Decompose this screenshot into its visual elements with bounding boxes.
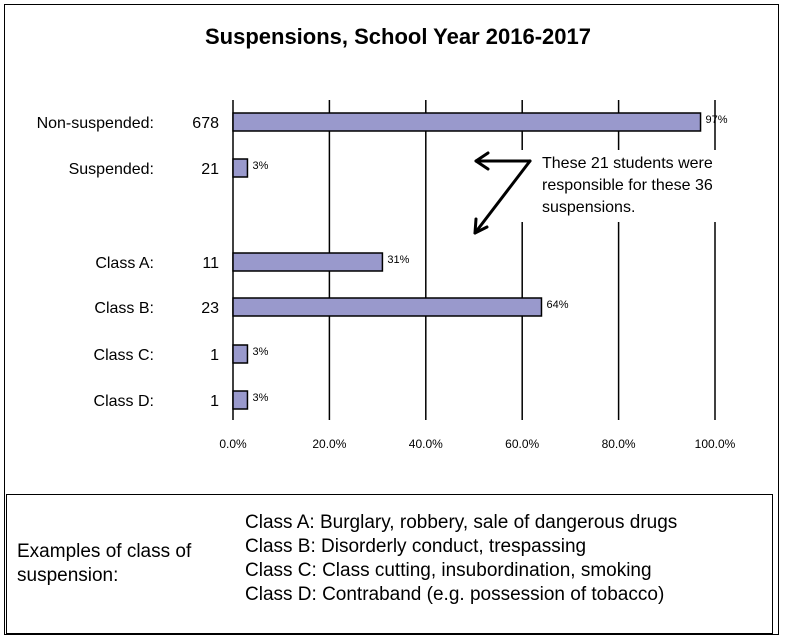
x-tick-label: 40.0% bbox=[409, 437, 443, 451]
x-tick-label: 100.0% bbox=[695, 437, 736, 451]
legend-line-class-c: Class C: Class cutting, insubordination,… bbox=[245, 560, 652, 581]
category-label: Class C: bbox=[94, 347, 154, 364]
category-label: Class D: bbox=[94, 393, 154, 410]
annotation-line-2: responsible for these 36 bbox=[542, 177, 713, 194]
legend-box bbox=[6, 494, 773, 634]
count-label: 21 bbox=[201, 161, 219, 178]
bar bbox=[232, 390, 249, 410]
bar bbox=[232, 344, 249, 364]
x-tick-labels: 0.0% 20.0% 40.0% 60.0% 80.0% 100.0% bbox=[219, 437, 735, 451]
annotation: These 21 students were responsible for t… bbox=[470, 150, 730, 235]
x-tick-label: 60.0% bbox=[505, 437, 539, 451]
bar bbox=[232, 252, 384, 272]
legend-lines: Class A: Burglary, robbery, sale of dang… bbox=[245, 511, 677, 607]
annotation-line-3: suspensions. bbox=[542, 199, 635, 216]
count-label: 1 bbox=[210, 393, 219, 410]
legend-line-class-b: Class B: Disorderly conduct, trespassing bbox=[245, 536, 587, 557]
category-label: Class A: bbox=[95, 255, 154, 272]
data-label: 3% bbox=[252, 346, 268, 358]
data-label: 64% bbox=[546, 299, 568, 311]
count-label: 678 bbox=[192, 115, 219, 132]
bar bbox=[232, 112, 702, 132]
legend-caption: Examples of class of suspension: bbox=[17, 541, 192, 586]
legend-line-class-d: Class D: Contraband (e.g. possession of … bbox=[245, 584, 665, 605]
count-label: 23 bbox=[201, 300, 219, 317]
category-label: Non-suspended: bbox=[37, 115, 154, 132]
category-label: Suspended: bbox=[69, 161, 154, 178]
bar bbox=[232, 297, 543, 317]
bar bbox=[232, 158, 249, 178]
x-tick-label: 20.0% bbox=[312, 437, 346, 451]
annotation-arrow bbox=[473, 151, 532, 235]
legend-line-class-a: Class A: Burglary, robbery, sale of dang… bbox=[245, 512, 678, 533]
x-tick-label: 0.0% bbox=[219, 437, 247, 451]
data-label: 97% bbox=[706, 114, 728, 126]
chart-title: Suspensions, School Year 2016-2017 bbox=[205, 24, 591, 49]
count-label: 11 bbox=[202, 255, 219, 272]
value-labels: 97% 3% 31% 64% 3% 3% bbox=[252, 114, 727, 404]
data-label: 3% bbox=[252, 392, 268, 404]
category-label: Class B: bbox=[94, 300, 154, 317]
x-tick-label: 80.0% bbox=[602, 437, 636, 451]
count-label: 1 bbox=[210, 347, 219, 364]
data-label: 31% bbox=[387, 254, 409, 266]
bars bbox=[232, 112, 702, 410]
category-labels: Non-suspended: Suspended: Class A: Class B:… bbox=[37, 115, 154, 410]
data-label: 3% bbox=[252, 160, 268, 172]
annotation-line-1: These 21 students were bbox=[542, 155, 713, 172]
